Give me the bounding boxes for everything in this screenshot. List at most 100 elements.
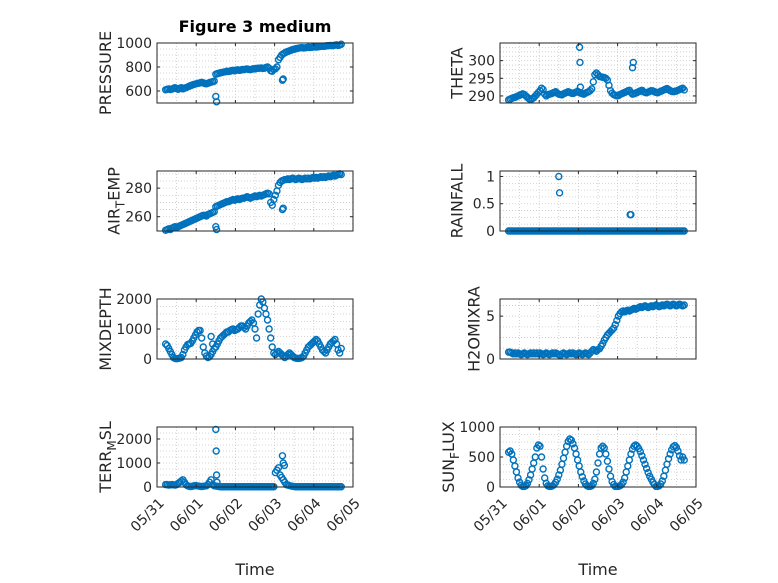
y-tick-label: 0 xyxy=(143,480,152,496)
data-point xyxy=(589,479,597,488)
data-point xyxy=(196,326,204,335)
axes-box xyxy=(499,170,697,232)
data-point xyxy=(273,63,281,71)
data-point xyxy=(577,468,585,476)
data-point xyxy=(602,74,610,82)
data-point xyxy=(263,316,272,324)
data-point xyxy=(273,349,281,357)
data-point xyxy=(569,440,577,448)
data-point xyxy=(599,339,607,348)
y-axis-label: TERRMSL xyxy=(96,421,119,494)
data-point xyxy=(212,425,220,434)
x-tick-label: 06/04 xyxy=(285,495,325,535)
data-point xyxy=(658,477,666,485)
y-tick-label: 1 xyxy=(486,169,495,185)
y-tick-label: 2000 xyxy=(116,292,152,308)
data-point xyxy=(642,464,651,473)
y-tick-label: 0.5 xyxy=(473,197,495,213)
data-point xyxy=(567,436,576,444)
y-axis-label: PRESSURE xyxy=(96,31,115,115)
data-point xyxy=(266,334,275,342)
axes-box xyxy=(499,42,697,104)
series-markers xyxy=(161,295,345,363)
axes-box xyxy=(499,298,697,360)
data-point xyxy=(603,457,612,465)
x-axis-label: Time xyxy=(234,560,274,579)
data-point xyxy=(599,442,607,450)
x-tick-label: 06/05 xyxy=(667,495,707,535)
y-tick-label: 0 xyxy=(143,352,152,368)
y-axis-label: H2OMIXRA xyxy=(465,286,484,372)
data-point xyxy=(609,324,618,332)
figure-title: Figure 3 medium xyxy=(179,17,332,36)
x-tick-label: 06/01 xyxy=(167,495,207,535)
data-point xyxy=(575,43,584,51)
data-point xyxy=(619,478,627,486)
subplot-rainfall: 0 0.5 1 RAINFALL xyxy=(448,164,697,240)
subplot-terr_msl: 0 1000 2000 05/31 06/01 06/02 06/03 06/04 06/05 T… xyxy=(96,421,364,579)
data-point xyxy=(279,75,287,83)
series-markers xyxy=(161,170,345,234)
data-point xyxy=(680,86,688,94)
y-tick-label: 295 xyxy=(468,71,495,87)
data-point xyxy=(212,225,221,234)
data-point xyxy=(555,471,563,479)
data-point xyxy=(638,452,646,460)
y-tick-label: 1000 xyxy=(116,456,152,472)
data-point xyxy=(179,350,187,359)
data-point xyxy=(608,326,616,334)
y-tick-label: 1000 xyxy=(116,36,152,52)
data-point xyxy=(589,78,597,86)
grid-lines xyxy=(500,171,696,231)
y-tick-label: 1000 xyxy=(459,420,495,436)
y-tick-label: 300 xyxy=(468,54,495,70)
data-point xyxy=(553,475,561,483)
y-axis-label: SUNFLUX xyxy=(439,421,462,493)
data-point xyxy=(611,321,619,329)
x-tick-label: 06/03 xyxy=(245,495,285,535)
y-tick-label: 280 xyxy=(125,181,152,197)
data-point xyxy=(537,453,546,461)
data-point xyxy=(207,332,215,341)
y-tick-label: 0 xyxy=(486,352,495,368)
data-point xyxy=(514,474,522,482)
data-point xyxy=(576,83,585,91)
data-point xyxy=(331,335,339,344)
data-point xyxy=(680,456,688,464)
y-tick-label: 1000 xyxy=(116,322,152,338)
data-point xyxy=(284,350,292,359)
data-point xyxy=(213,478,221,486)
y-tick-label: 5 xyxy=(486,309,495,325)
y-axis-label: MIXDEPTH xyxy=(96,287,115,370)
data-point xyxy=(588,85,596,93)
data-point xyxy=(613,316,621,325)
x-tick-label: 06/03 xyxy=(588,495,628,535)
data-point xyxy=(641,460,649,468)
data-point xyxy=(669,443,677,451)
data-point xyxy=(536,442,544,450)
data-point xyxy=(523,479,532,488)
data-point xyxy=(555,189,564,197)
data-point xyxy=(534,441,543,449)
axes-box xyxy=(156,170,354,232)
series-markers xyxy=(504,43,688,104)
data-point xyxy=(265,325,273,333)
x-tick-label: 05/31 xyxy=(471,495,511,535)
data-point xyxy=(212,471,221,479)
data-point xyxy=(636,447,645,456)
y-axis-label: THETA xyxy=(448,47,467,99)
data-point xyxy=(555,172,563,181)
data-point xyxy=(671,441,679,450)
y-axis-label: AIRTEMP xyxy=(105,167,128,235)
y-tick-label: 0 xyxy=(486,480,495,496)
y-tick-label: 290 xyxy=(468,89,495,105)
data-point xyxy=(537,84,546,92)
data-point xyxy=(337,170,345,179)
data-point xyxy=(602,450,610,458)
series-markers xyxy=(504,300,688,360)
data-point xyxy=(197,334,206,342)
axes-box xyxy=(156,426,354,488)
